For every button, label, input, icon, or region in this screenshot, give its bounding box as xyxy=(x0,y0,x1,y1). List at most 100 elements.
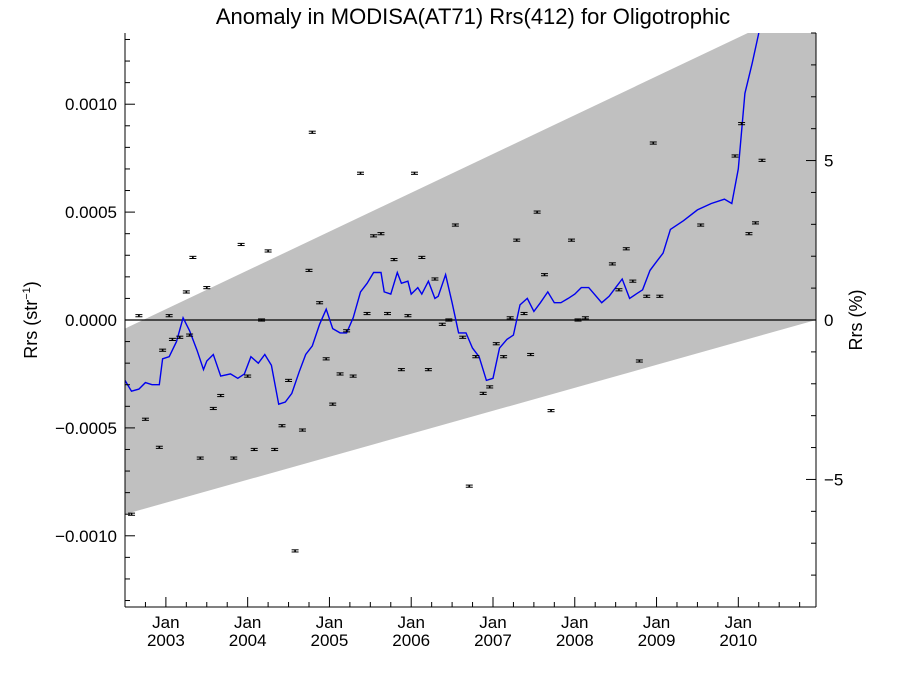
point-marker xyxy=(740,122,743,125)
point-marker xyxy=(748,232,750,235)
data-point xyxy=(383,311,391,316)
data-point xyxy=(397,368,405,372)
smoothed-anomaly-line xyxy=(125,33,760,406)
point-marker xyxy=(529,353,532,356)
point-marker xyxy=(138,314,140,317)
point-marker xyxy=(625,247,628,250)
point-marker xyxy=(178,336,181,339)
data-point xyxy=(165,314,173,318)
data-point xyxy=(322,357,330,361)
data-point xyxy=(581,316,589,320)
data-point xyxy=(203,286,211,290)
point-marker xyxy=(311,131,314,134)
point-marker xyxy=(158,446,161,449)
axis-ticks xyxy=(124,32,816,608)
data-point xyxy=(128,512,136,516)
x-tick-label-month: Jan xyxy=(561,613,588,632)
point-marker xyxy=(161,349,164,352)
point-marker xyxy=(577,319,579,321)
x-tick-label-year: 2009 xyxy=(638,631,676,650)
data-point xyxy=(237,242,245,247)
data-point xyxy=(492,342,500,346)
y-right-tick-label: 0 xyxy=(824,311,833,330)
point-marker xyxy=(761,159,763,162)
data-point xyxy=(533,210,541,214)
data-point xyxy=(643,294,651,298)
data-point xyxy=(308,130,316,134)
smoothed-anomaly-line-group xyxy=(125,33,760,406)
point-marker xyxy=(273,448,276,451)
point-marker xyxy=(308,269,310,272)
data-point xyxy=(629,279,637,283)
point-marker xyxy=(407,314,409,317)
data-point xyxy=(176,335,184,339)
data-point xyxy=(390,258,398,262)
data-point xyxy=(472,355,480,359)
data-point xyxy=(465,484,473,488)
point-marker xyxy=(345,329,348,332)
data-point xyxy=(316,301,324,305)
point-marker xyxy=(260,319,263,321)
data-point xyxy=(738,122,746,126)
x-tick-label-month: Jan xyxy=(152,613,179,632)
anomaly-points xyxy=(128,122,766,553)
point-marker xyxy=(287,379,290,382)
point-marker xyxy=(434,278,436,280)
data-point xyxy=(697,223,705,227)
data-point xyxy=(451,223,459,227)
data-point xyxy=(357,171,365,175)
data-point xyxy=(343,329,351,333)
point-marker xyxy=(570,239,573,242)
y-axis-left-title-main: Rrs (str xyxy=(21,300,41,359)
point-marker xyxy=(325,357,328,360)
point-marker xyxy=(631,280,634,283)
point-marker xyxy=(502,355,505,358)
point-marker xyxy=(509,316,512,319)
point-marker xyxy=(515,239,518,242)
data-point xyxy=(250,447,258,452)
point-marker xyxy=(652,142,655,144)
data-point xyxy=(363,311,371,316)
data-point xyxy=(271,447,279,452)
point-marker xyxy=(240,243,243,246)
data-point xyxy=(479,391,487,395)
y-left-tick-label: 0.0005 xyxy=(65,203,117,222)
point-marker xyxy=(359,172,362,175)
point-marker xyxy=(461,336,464,339)
point-marker xyxy=(474,355,477,358)
data-point xyxy=(370,234,378,238)
x-tick-label-month: Jan xyxy=(234,613,261,632)
point-marker xyxy=(294,549,296,552)
data-point xyxy=(135,314,143,318)
point-marker xyxy=(543,273,546,276)
confidence-band xyxy=(125,33,816,515)
data-point xyxy=(731,154,739,158)
data-point xyxy=(574,318,582,322)
point-marker xyxy=(331,403,334,406)
point-marker xyxy=(454,224,457,226)
x-tick-label-year: 2004 xyxy=(229,631,267,650)
point-marker xyxy=(618,288,620,291)
data-point xyxy=(424,368,432,372)
x-tick-label-month: Jan xyxy=(725,613,752,632)
data-point xyxy=(547,409,555,413)
point-marker xyxy=(232,457,235,460)
data-point xyxy=(141,417,149,421)
data-point xyxy=(217,393,225,398)
data-point xyxy=(349,374,357,378)
point-marker xyxy=(495,342,498,345)
point-marker xyxy=(171,338,174,341)
y-right-tick-label: −5 xyxy=(824,470,843,489)
x-tick-label-month: Jan xyxy=(398,613,425,632)
data-point xyxy=(513,238,521,242)
band-polygon xyxy=(125,33,816,515)
data-point xyxy=(336,372,344,376)
point-marker xyxy=(253,448,256,451)
data-point xyxy=(329,402,337,406)
point-marker xyxy=(550,409,552,412)
data-point xyxy=(168,337,176,341)
data-point xyxy=(209,406,217,411)
data-point xyxy=(298,428,306,432)
point-marker xyxy=(144,418,147,421)
data-point xyxy=(541,273,549,277)
